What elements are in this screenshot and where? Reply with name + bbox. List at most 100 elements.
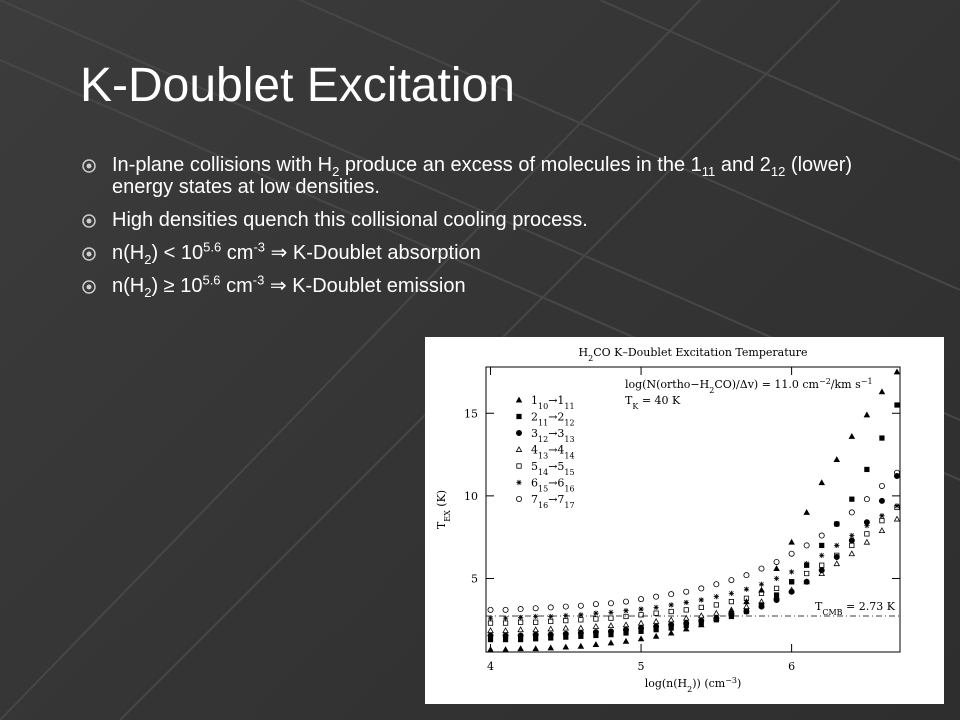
point <box>652 632 660 639</box>
point <box>638 612 644 618</box>
point <box>878 527 886 534</box>
text-run: 12 <box>564 418 574 427</box>
point <box>743 572 750 579</box>
legend-label: 211→212 <box>531 411 575 428</box>
text-run: (lower) energy states at low densities. <box>112 154 853 198</box>
legend-label: 615→616 <box>531 477 575 494</box>
point <box>683 607 689 613</box>
text-run: 2 <box>588 354 593 363</box>
point <box>592 622 600 629</box>
text-run: 13 <box>564 435 574 444</box>
point <box>804 561 810 567</box>
text-run: 2 <box>144 252 152 267</box>
bullet-icon <box>82 214 96 228</box>
point <box>653 610 659 616</box>
point <box>819 562 825 568</box>
point <box>893 515 901 522</box>
point <box>878 482 885 489</box>
bullet: In-plane collisions with H2 produce an e… <box>76 154 856 198</box>
x-tick-label: 6 <box>788 660 795 673</box>
point <box>743 608 750 615</box>
point <box>878 388 886 395</box>
text-run: −3 <box>725 676 737 685</box>
point <box>668 608 674 615</box>
reference-label: TCMB = 2.73 K <box>815 600 896 617</box>
point <box>592 641 600 648</box>
point <box>502 615 509 621</box>
text-run: ⇒ K-Doublet emission <box>264 275 466 297</box>
point <box>879 518 885 524</box>
point <box>517 645 524 652</box>
point <box>623 626 630 633</box>
point <box>773 585 780 592</box>
point <box>728 598 734 605</box>
point <box>804 570 810 577</box>
point <box>608 609 614 615</box>
point <box>653 604 659 610</box>
point <box>532 626 539 633</box>
point <box>638 606 644 612</box>
text-run: 16 <box>564 484 574 493</box>
y-tick-label: 5 <box>471 572 478 585</box>
annotation: log(N(ortho−H2CO)/Δv) = 11.0 cm−2/km s−1 <box>625 377 873 395</box>
bullet-list: In-plane collisions with H2 produce an e… <box>76 154 856 308</box>
point <box>728 611 735 618</box>
text-run: 1 <box>531 394 538 407</box>
point <box>668 602 674 608</box>
point <box>667 629 675 636</box>
text-run: →7 <box>548 493 564 506</box>
point <box>518 619 524 625</box>
point <box>818 570 825 577</box>
point <box>502 646 509 653</box>
point <box>548 618 554 625</box>
point <box>788 538 795 545</box>
text-run: -3 <box>252 272 265 288</box>
point <box>849 496 855 502</box>
point <box>834 542 840 549</box>
point <box>849 532 855 539</box>
point <box>819 552 825 558</box>
chart: H2CO K–Doublet Excitation Temperaturelog… <box>425 337 944 704</box>
text-run: cm <box>220 275 253 297</box>
point <box>487 632 494 639</box>
text-run: 2 <box>687 685 692 694</box>
point <box>562 630 569 637</box>
point <box>879 435 885 441</box>
text-run: 2 <box>531 411 538 424</box>
slide-title: K-Doublet Excitation <box>80 59 515 112</box>
point <box>487 606 494 613</box>
point <box>562 603 569 610</box>
text-run: 2 <box>709 386 714 395</box>
point <box>578 612 584 618</box>
text-run: /km s <box>831 378 861 391</box>
point <box>788 586 795 593</box>
point <box>758 581 765 587</box>
point <box>803 508 810 515</box>
point <box>728 606 735 613</box>
point <box>532 631 539 638</box>
bullet-icon <box>82 247 96 261</box>
point <box>502 632 509 639</box>
text-run: 7 <box>531 493 538 506</box>
bullet-icon <box>82 159 96 173</box>
text-run: = 40 K <box>638 394 681 407</box>
text-run: n(H <box>112 275 145 297</box>
point <box>698 617 705 624</box>
point <box>607 628 614 635</box>
legend-marker <box>515 446 523 452</box>
point <box>532 645 539 652</box>
legend-marker <box>515 396 523 403</box>
point <box>878 497 885 504</box>
text-run: ⇒ K-Doublet absorption <box>265 242 481 264</box>
text-run: cm <box>221 242 254 264</box>
point <box>863 496 870 503</box>
text-run: log(n(H <box>645 677 687 690</box>
point <box>698 597 704 603</box>
point <box>637 619 645 626</box>
text-run: CO)/Δv) = 11.0 cm <box>714 378 819 391</box>
point <box>623 598 630 605</box>
point <box>773 593 780 600</box>
bullet: n(H2) < 105.6 cm-3 ⇒ K-Doublet absorptio… <box>76 240 856 267</box>
text-run: 14 <box>564 451 574 460</box>
point <box>562 624 570 631</box>
